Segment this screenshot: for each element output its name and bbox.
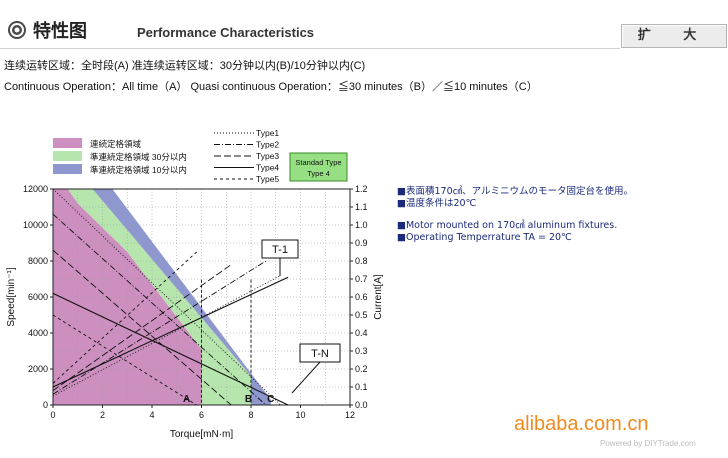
y2-tick-label: 0.2 bbox=[355, 364, 368, 374]
y-tick-label: 6000 bbox=[28, 292, 48, 302]
y-tick-label: 8000 bbox=[28, 256, 48, 266]
x-tick-label: 6 bbox=[199, 410, 204, 420]
y2-tick-label: 0.1 bbox=[355, 382, 368, 392]
y2-tick-label: 1.0 bbox=[355, 220, 368, 230]
series-type3-speed bbox=[52, 249, 232, 406]
page-title-en: Performance Characteristics bbox=[137, 25, 315, 40]
series-type4-current bbox=[52, 276, 289, 388]
zone-label-a: A bbox=[183, 394, 190, 405]
x-tick-label: 10 bbox=[295, 410, 305, 420]
y2-tick-label: 0.7 bbox=[355, 274, 368, 284]
callout-lower: T-N bbox=[311, 348, 329, 360]
y-tick-label: 4000 bbox=[28, 328, 48, 338]
x-tick-label: 0 bbox=[50, 410, 55, 420]
operation-description-cn: 连续运转区域：全时段(A) 准连续运转区域：30分钟以内(B)/10分钟以内(C… bbox=[4, 60, 366, 72]
zone-label-c: C bbox=[267, 394, 274, 405]
standard-type-line1: Standad Type bbox=[295, 158, 341, 167]
standard-type-box bbox=[289, 152, 348, 182]
region-quasi_30min bbox=[67, 189, 251, 405]
series-type5-speed bbox=[52, 314, 197, 406]
legend-region-label: 準連続定格領域 30分以内 bbox=[90, 152, 187, 162]
expand-button[interactable]: 扩 大 bbox=[621, 24, 727, 48]
zone-label-b: B bbox=[245, 394, 252, 405]
legend-type-label: Type4 bbox=[256, 163, 279, 173]
operation-description-en: Continuous Operation：All time（A） Quasi c… bbox=[4, 81, 538, 93]
watermark-site: alibaba.com.cn bbox=[514, 413, 649, 435]
note-jp-fixture: ■表面積170㎠、アルミニウムのモータ固定台を使用。 bbox=[397, 186, 634, 197]
y-tick-label: 2000 bbox=[28, 364, 48, 374]
callout-upper: T-1 bbox=[272, 244, 288, 256]
y-axis-title: Speed[min⁻¹] bbox=[6, 267, 17, 326]
region-quasi_10min bbox=[92, 189, 271, 405]
y2-axis-title: Current[A] bbox=[373, 274, 384, 320]
note-en-temperature: ■Operating Temperrature TA = 20℃ bbox=[397, 232, 572, 243]
y-tick-label: 10000 bbox=[23, 220, 48, 230]
x-tick-label: 4 bbox=[149, 410, 154, 420]
legend-type-label: Type2 bbox=[256, 140, 279, 150]
page-title: 特性图 bbox=[33, 21, 87, 42]
gear-icon bbox=[8, 21, 26, 39]
x-tick-label: 2 bbox=[100, 410, 105, 420]
y2-tick-label: 0.8 bbox=[355, 256, 368, 266]
series-type5-current bbox=[52, 251, 197, 384]
y2-tick-label: 0.5 bbox=[355, 310, 368, 320]
series-type1-current bbox=[52, 275, 281, 397]
note-jp-temperature: ■温度条件は20℃ bbox=[397, 198, 477, 209]
y-tick-label: 0 bbox=[43, 400, 48, 410]
x-axis-title: Torque[mN·m] bbox=[170, 429, 234, 440]
series-type1-speed bbox=[52, 188, 282, 406]
legend-region-label: 準連続定格領域 10分以内 bbox=[90, 165, 187, 175]
callout-leader-lower bbox=[291, 361, 321, 394]
y-tick-label: 12000 bbox=[23, 184, 48, 194]
note-en-fixture: ■Motor mounted on 170㎠ aluminum fixtures… bbox=[397, 220, 618, 231]
y2-tick-label: 0.4 bbox=[355, 328, 368, 338]
y2-tick-label: 0.3 bbox=[355, 346, 368, 356]
legend-swatch bbox=[53, 138, 82, 148]
legend-type-label: Type1 bbox=[256, 128, 279, 138]
y2-tick-label: 0.6 bbox=[355, 292, 368, 302]
series-type2-speed bbox=[52, 213, 267, 406]
legend-type-label: Type3 bbox=[256, 151, 279, 161]
series-type2-current bbox=[52, 260, 267, 395]
watermark-credit: Powered by DIYTrade.com bbox=[600, 439, 696, 448]
y2-tick-label: 1.2 bbox=[355, 184, 368, 194]
x-tick-label: 8 bbox=[248, 410, 253, 420]
standard-type-line2: Type 4 bbox=[307, 169, 330, 178]
y2-tick-label: 0.9 bbox=[355, 238, 368, 248]
series-type4-speed bbox=[52, 292, 289, 406]
x-tick-label: 12 bbox=[345, 410, 355, 420]
legend-swatch bbox=[53, 164, 82, 174]
legend-swatch bbox=[53, 151, 82, 161]
legend-type-label: Type5 bbox=[256, 174, 279, 184]
test-conditions-notes: ■表面積170㎠、アルミニウムのモータ固定台を使用。 ■温度条件は20℃ ■Mo… bbox=[397, 186, 633, 244]
legend-region-label: 連続定格領域 bbox=[90, 139, 142, 149]
y2-tick-label: 0.0 bbox=[355, 400, 368, 410]
header-divider bbox=[0, 48, 620, 49]
y2-tick-label: 1.1 bbox=[355, 202, 368, 212]
